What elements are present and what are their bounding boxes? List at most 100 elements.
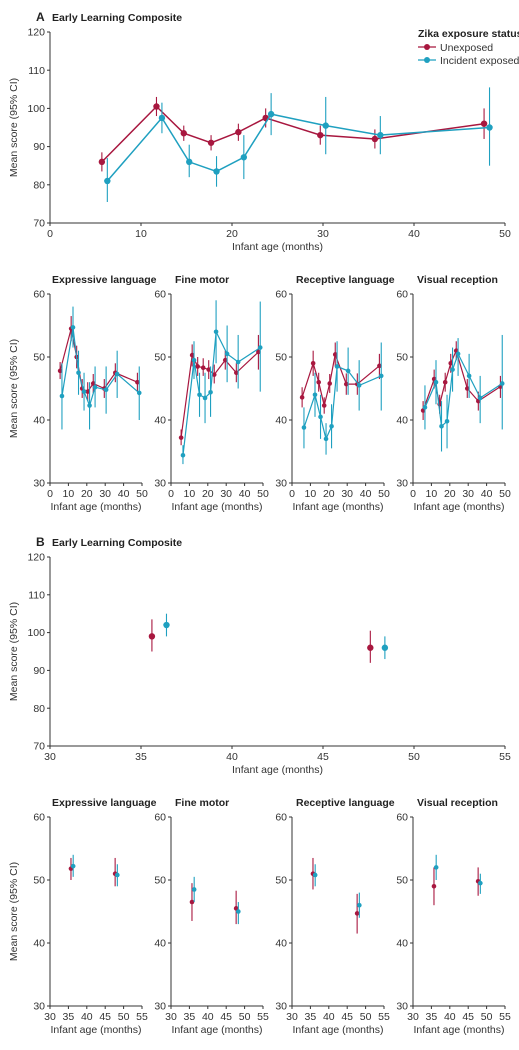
- y-tick-label: 40: [33, 415, 45, 427]
- data-point: [371, 135, 379, 143]
- y-tick-label: 60: [275, 812, 287, 824]
- data-point: [317, 131, 324, 139]
- y-tick-label: 50: [396, 875, 408, 887]
- series-exposed: [70, 854, 120, 887]
- data-point: [478, 880, 483, 886]
- y-tick-label: 50: [275, 875, 287, 887]
- x-tick-label: 10: [135, 228, 147, 240]
- data-point: [163, 621, 170, 629]
- x-tick-label: 40: [202, 1011, 214, 1023]
- data-point: [464, 386, 470, 391]
- chart-title: Visual reception: [417, 797, 498, 809]
- x-tick-label: 40: [408, 228, 420, 240]
- y-tick-label: 30: [33, 1001, 45, 1013]
- data-point: [357, 902, 362, 908]
- chart-title: Expressive language: [52, 274, 157, 286]
- data-point: [148, 633, 156, 640]
- data-point: [104, 177, 111, 185]
- data-point: [234, 370, 239, 376]
- x-tick-label: 45: [99, 1011, 111, 1023]
- data-point: [377, 363, 382, 369]
- series-unexposed: [98, 96, 488, 172]
- data-point: [466, 373, 472, 379]
- y-tick-label: 110: [28, 589, 45, 601]
- y-tick-label: 60: [33, 812, 45, 824]
- data-point: [345, 368, 351, 374]
- legend-exposed-marker: [424, 57, 430, 63]
- legend-unexposed-label: Unexposed: [440, 42, 493, 54]
- data-point: [213, 168, 220, 175]
- data-point: [153, 103, 160, 110]
- data-point: [321, 403, 327, 408]
- y-tick-label: 30: [275, 478, 287, 490]
- x-tick-label: 50: [499, 488, 511, 500]
- y-tick-label: 40: [154, 415, 166, 427]
- data-point: [189, 899, 195, 905]
- data-point: [235, 128, 242, 136]
- data-point: [312, 392, 318, 398]
- x-tick-label: 45: [220, 1011, 232, 1023]
- chart-B-expressive: Expressive language 30 40 50 60 30 35 40 45 50 55I…: [8, 797, 157, 1036]
- data-point: [310, 361, 316, 366]
- series-exposed: [433, 854, 483, 894]
- chart-title: Fine motor: [175, 274, 229, 286]
- data-point: [207, 139, 215, 146]
- x-tick-label: 50: [136, 488, 148, 500]
- series-exposed: [104, 87, 493, 202]
- data-point: [81, 389, 87, 394]
- data-point: [367, 644, 374, 651]
- y-tick-label: 30: [154, 1001, 166, 1013]
- data-point: [90, 381, 96, 386]
- y-tick-label: 120: [27, 552, 45, 564]
- data-point: [202, 395, 208, 401]
- chart-title: Visual reception: [417, 274, 498, 286]
- data-point: [70, 863, 76, 869]
- y-tick-label: 80: [33, 179, 45, 191]
- data-point: [327, 381, 333, 386]
- x-tick-label: 30: [407, 1011, 419, 1023]
- x-tick-label: 20: [226, 228, 238, 240]
- x-tick-label: 50: [118, 1011, 130, 1023]
- y-tick-label: 50: [33, 875, 45, 887]
- data-point: [197, 392, 202, 398]
- panel-a-label: A: [36, 10, 45, 24]
- chart-title: Receptive language: [296, 797, 395, 809]
- data-point: [200, 365, 206, 371]
- x-tick-label: 50: [499, 228, 511, 240]
- series-unexposed: [148, 619, 374, 663]
- x-tick-label: 10: [63, 488, 75, 500]
- data-point: [85, 389, 91, 394]
- series-exposed: [191, 876, 241, 925]
- y-tick-label: 60: [33, 289, 45, 301]
- data-point: [377, 131, 384, 139]
- data-point: [191, 887, 197, 892]
- x-tick-label: 20: [323, 488, 335, 500]
- x-axis-label: Infant age (months): [232, 241, 323, 253]
- y-tick-label: 60: [396, 812, 408, 824]
- data-point: [299, 395, 305, 400]
- data-point: [316, 379, 321, 385]
- x-tick-label: 55: [257, 1011, 269, 1023]
- data-point: [76, 370, 81, 376]
- x-tick-label: 30: [44, 1011, 56, 1023]
- y-tick-label: 60: [396, 289, 408, 301]
- y-tick-label: 40: [275, 938, 287, 950]
- x-axis-label: Infant age (months): [171, 1024, 262, 1036]
- x-tick-label: 50: [360, 1011, 372, 1023]
- x-tick-label: 30: [462, 488, 474, 500]
- x-tick-label: 40: [481, 488, 493, 500]
- x-tick-label: 0: [289, 488, 295, 500]
- x-tick-label: 45: [341, 1011, 353, 1023]
- series-line: [424, 352, 503, 428]
- data-point: [158, 114, 166, 122]
- x-tick-label: 0: [47, 488, 53, 500]
- data-point: [486, 124, 493, 131]
- y-tick-label: 50: [33, 352, 45, 364]
- series-line: [303, 365, 382, 441]
- x-tick-label: 55: [136, 1011, 148, 1023]
- chart-B-receptive: Receptive language 30 40 50 60 30 35 40 45 50 55In…: [275, 797, 394, 1036]
- x-tick-label: 40: [81, 1011, 93, 1023]
